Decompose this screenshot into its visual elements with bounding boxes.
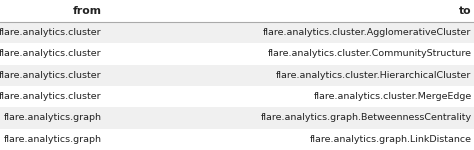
Bar: [0, 64, 474, 86]
Text: flare.analytics.cluster: flare.analytics.cluster: [0, 49, 102, 58]
Text: flare.analytics.cluster: flare.analytics.cluster: [0, 71, 102, 80]
Text: flare.analytics.graph: flare.analytics.graph: [4, 113, 102, 122]
Bar: [0, 43, 474, 64]
Text: flare.analytics.cluster: flare.analytics.cluster: [0, 92, 102, 101]
Text: flare.analytics.cluster.AgglomerativeCluster: flare.analytics.cluster.AgglomerativeClu…: [263, 28, 472, 37]
Text: flare.analytics.graph: flare.analytics.graph: [4, 135, 102, 144]
Text: flare.analytics.cluster.HierarchicalCluster: flare.analytics.cluster.HierarchicalClus…: [276, 71, 472, 80]
Text: flare.analytics.graph.BetweennessCentrality: flare.analytics.graph.BetweennessCentral…: [261, 113, 472, 122]
Bar: [0, 107, 474, 129]
Bar: [0, 22, 474, 43]
Text: to: to: [459, 6, 472, 16]
Text: flare.analytics.cluster.CommunityStructure: flare.analytics.cluster.CommunityStructu…: [268, 49, 472, 58]
Text: flare.analytics.cluster: flare.analytics.cluster: [0, 28, 102, 37]
Bar: [0, 86, 474, 107]
Bar: [0, 0, 474, 22]
Text: from: from: [73, 6, 102, 16]
Text: flare.analytics.graph.LinkDistance: flare.analytics.graph.LinkDistance: [310, 135, 472, 144]
Bar: [0, 129, 474, 150]
Text: flare.analytics.cluster.MergeEdge: flare.analytics.cluster.MergeEdge: [313, 92, 472, 101]
